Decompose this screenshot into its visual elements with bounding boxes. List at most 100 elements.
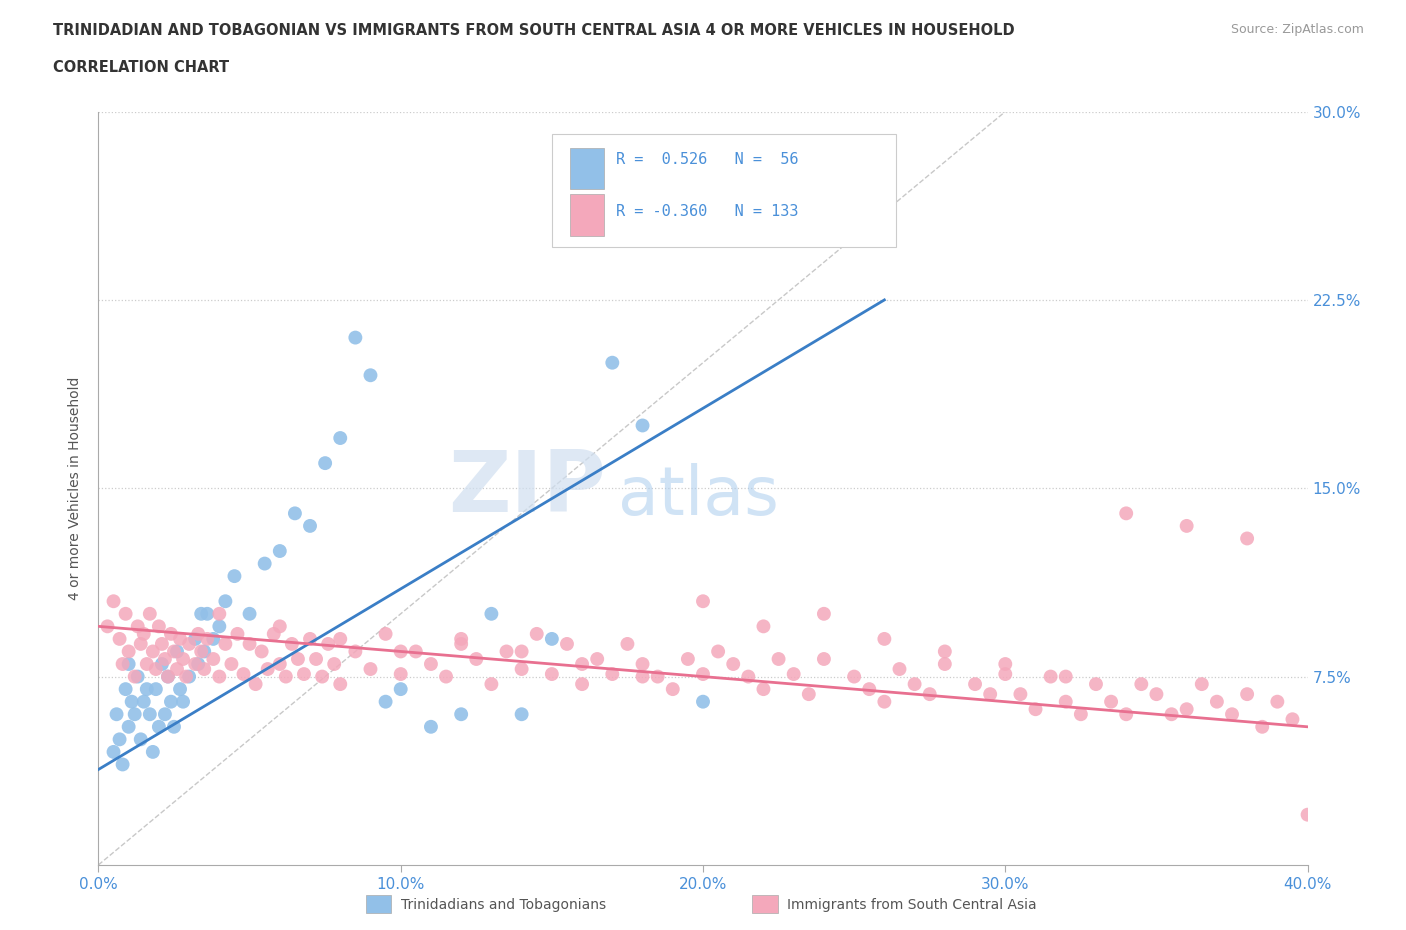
Point [256, 661, 278, 676]
Point [193, 644, 215, 658]
Point [797, 686, 820, 701]
Point [783, 667, 806, 682]
Point [1220, 707, 1243, 722]
Point [965, 677, 987, 692]
Point [692, 594, 714, 609]
Text: R =  0.526   N =  56: R = 0.526 N = 56 [616, 152, 799, 166]
Point [103, 744, 125, 759]
Text: CORRELATION CHART: CORRELATION CHART [53, 60, 229, 75]
Point [979, 686, 1001, 701]
Point [202, 631, 225, 646]
Point [195, 606, 218, 621]
Point [389, 644, 412, 658]
Point [142, 644, 165, 658]
Point [904, 677, 927, 692]
Point [676, 652, 699, 667]
Point [1236, 686, 1258, 701]
Point [111, 757, 134, 772]
Point [344, 644, 367, 658]
Point [661, 682, 683, 697]
Point [163, 644, 186, 658]
Point [187, 657, 209, 671]
Point [1010, 686, 1032, 701]
Point [434, 670, 457, 684]
Point [1267, 694, 1289, 710]
Point [1312, 820, 1334, 835]
Point [96, 619, 118, 634]
Point [121, 694, 143, 710]
Point [150, 657, 173, 671]
Point [208, 619, 231, 634]
Text: atlas: atlas [619, 463, 779, 529]
Text: R = -0.360   N = 133: R = -0.360 N = 133 [616, 205, 799, 219]
Point [132, 694, 155, 710]
Point [311, 670, 333, 684]
Point [389, 667, 412, 682]
Point [127, 619, 149, 634]
Point [813, 652, 835, 667]
Point [323, 657, 346, 671]
Point [1039, 670, 1062, 684]
Point [813, 606, 835, 621]
Point [752, 619, 775, 634]
Point [224, 568, 246, 584]
Point [287, 652, 309, 667]
Point [179, 636, 201, 651]
Text: Immigrants from South Central Asia: Immigrants from South Central Asia [787, 897, 1038, 912]
Point [1191, 677, 1213, 692]
Point [329, 677, 352, 692]
Point [1099, 694, 1122, 710]
Point [292, 667, 315, 682]
Point [172, 694, 194, 710]
Point [118, 657, 141, 671]
Point [510, 661, 533, 676]
Point [389, 682, 412, 697]
Point [420, 720, 443, 735]
Point [118, 644, 141, 658]
Point [1175, 519, 1198, 534]
Y-axis label: 4 or more Vehicles in Household: 4 or more Vehicles in Household [69, 377, 83, 600]
Point [124, 670, 146, 684]
Point [156, 670, 179, 684]
Point [1144, 686, 1167, 701]
Point [1206, 694, 1229, 710]
Point [208, 606, 231, 621]
Point [124, 707, 146, 722]
Point [723, 657, 745, 671]
Point [1251, 720, 1274, 735]
Point [374, 694, 396, 710]
Point [250, 644, 273, 658]
Point [1054, 694, 1077, 710]
Point [692, 694, 714, 710]
Point [281, 636, 304, 651]
Point [631, 418, 654, 433]
FancyBboxPatch shape [551, 134, 897, 247]
Point [465, 652, 488, 667]
Point [344, 330, 367, 345]
Point [226, 627, 249, 642]
Point [1115, 707, 1137, 722]
Point [692, 667, 714, 682]
Point [195, 631, 218, 646]
Point [1296, 807, 1319, 822]
Point [889, 661, 911, 676]
Point [150, 636, 173, 651]
Point [169, 631, 191, 646]
Point [132, 627, 155, 642]
Point [450, 636, 472, 651]
Point [114, 606, 136, 621]
Point [844, 670, 866, 684]
Point [142, 744, 165, 759]
Point [1175, 702, 1198, 717]
Point [269, 657, 291, 671]
Point [245, 677, 267, 692]
Point [526, 627, 548, 642]
Point [108, 631, 131, 646]
Point [129, 636, 152, 651]
Point [153, 652, 176, 667]
Point [1070, 707, 1092, 722]
Point [374, 627, 396, 642]
Point [316, 636, 339, 651]
Text: ZIP: ZIP [449, 446, 606, 530]
Point [481, 677, 503, 692]
